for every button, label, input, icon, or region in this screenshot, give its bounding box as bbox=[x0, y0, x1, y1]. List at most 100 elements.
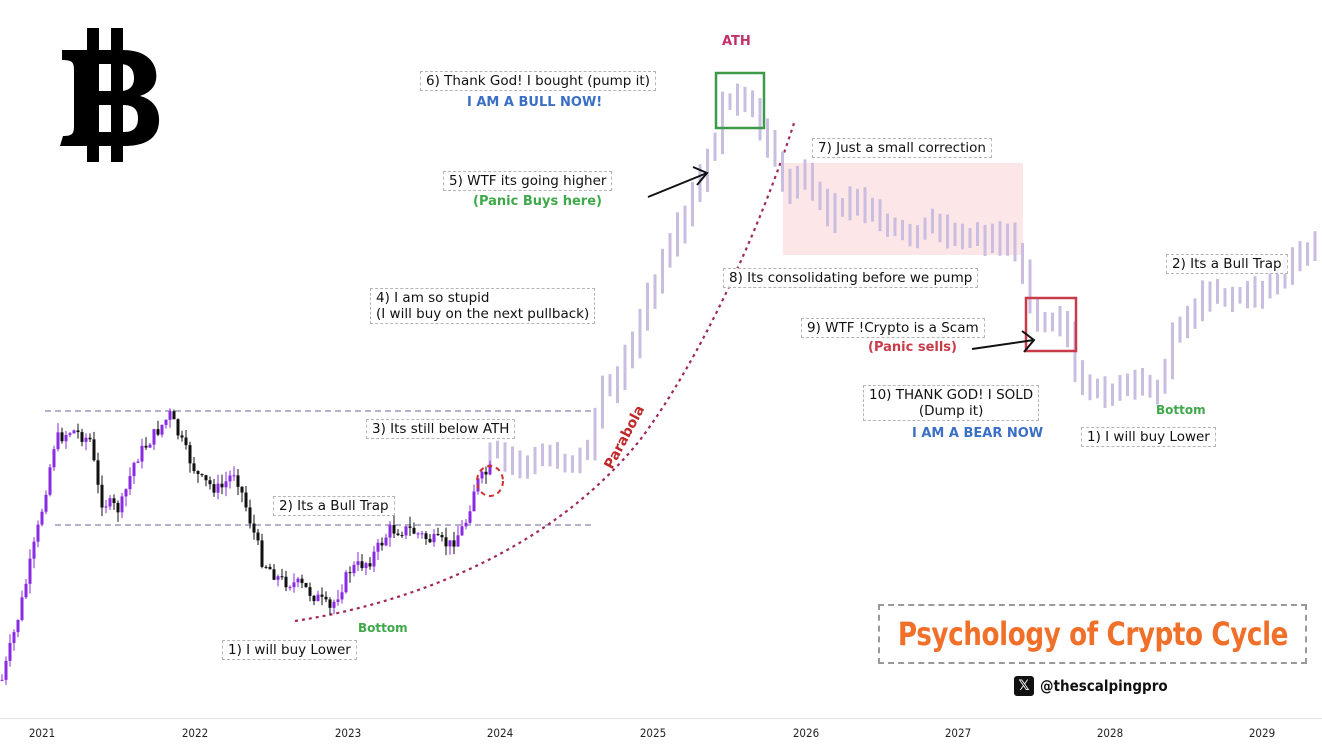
candle-body bbox=[164, 419, 168, 425]
candle-body bbox=[392, 524, 396, 534]
candle-body bbox=[316, 594, 320, 602]
candle-body bbox=[288, 587, 292, 589]
candle-body bbox=[184, 437, 188, 446]
candle-body bbox=[468, 511, 472, 523]
candle-body bbox=[4, 660, 8, 680]
annotation-7: 7) Just a small correction bbox=[812, 138, 992, 158]
candle-body bbox=[156, 429, 160, 435]
ath-label: ATH bbox=[722, 34, 751, 49]
candle-body bbox=[448, 540, 452, 547]
chart-title: Psychology of Crypto Cycle bbox=[897, 615, 1288, 653]
candle-body bbox=[240, 486, 244, 493]
candle-body bbox=[320, 594, 324, 597]
candle-body bbox=[376, 542, 380, 552]
candle-body bbox=[216, 483, 220, 493]
candle-body bbox=[304, 583, 308, 588]
x-tick: 2025 bbox=[639, 726, 667, 740]
annotation-8: 8) Its consolidating before we pump bbox=[723, 268, 979, 288]
candle-body bbox=[180, 435, 184, 438]
candle-body bbox=[344, 572, 348, 593]
historical-candles bbox=[0, 408, 492, 685]
annotation-5: 5) WTF its going higher bbox=[443, 171, 613, 191]
candle-body bbox=[92, 439, 96, 461]
x-tick: 2021 bbox=[28, 726, 56, 740]
annotation-2-right: 2) Its a Bull Trap bbox=[1166, 254, 1288, 274]
candle-body bbox=[432, 534, 436, 543]
arrow-icon bbox=[971, 330, 1036, 353]
candle-body bbox=[440, 535, 444, 538]
candle-body bbox=[44, 494, 48, 512]
candle-body bbox=[56, 432, 60, 450]
annotation-9-sub: (Panic sells) bbox=[868, 340, 957, 355]
candle-body bbox=[424, 533, 428, 539]
candle-body bbox=[336, 599, 340, 602]
candle-body bbox=[464, 522, 468, 527]
annotation-4-line2: (I will buy on the next pullback) bbox=[376, 306, 590, 322]
candle-body bbox=[152, 429, 156, 445]
candle-body bbox=[36, 524, 40, 542]
candle-body bbox=[244, 492, 248, 508]
panic-sell-box bbox=[1024, 296, 1078, 353]
candle-body bbox=[264, 566, 268, 568]
candle-body bbox=[212, 484, 216, 493]
candle-body bbox=[456, 535, 460, 547]
candle-body bbox=[24, 583, 28, 598]
candle-body bbox=[272, 569, 276, 580]
annotation-6: 6) Thank God! I bought (pump it) bbox=[420, 71, 656, 91]
candle-body bbox=[80, 432, 84, 442]
candle-body bbox=[352, 564, 356, 574]
candle-body bbox=[416, 533, 420, 535]
annotation-10: 10) THANK GOD! I SOLD (Dump it) bbox=[863, 385, 1040, 421]
candle-body bbox=[368, 563, 372, 567]
candle-body bbox=[140, 445, 144, 462]
candle-body bbox=[136, 461, 140, 463]
candle-body bbox=[300, 578, 304, 584]
candle-body bbox=[108, 498, 112, 507]
candle-body bbox=[400, 535, 404, 537]
projected-candles bbox=[488, 83, 1317, 479]
candle-body bbox=[224, 481, 228, 488]
candle-body bbox=[28, 558, 32, 584]
candle-body bbox=[380, 542, 384, 546]
candle-body bbox=[104, 506, 108, 508]
candle-body bbox=[52, 449, 56, 468]
x-tick: 2023 bbox=[334, 726, 362, 740]
candle-body bbox=[312, 595, 316, 602]
candle-body bbox=[84, 437, 88, 442]
x-tick: 2026 bbox=[792, 726, 820, 740]
handle-text: @thescalpingpro bbox=[1040, 677, 1168, 695]
candle-body bbox=[484, 471, 488, 475]
candle-body bbox=[88, 437, 92, 440]
candle-body bbox=[284, 576, 288, 588]
candle-body bbox=[328, 599, 332, 608]
candle-body bbox=[256, 532, 260, 541]
candle-body bbox=[176, 419, 180, 436]
annotation-5-sub: (Panic Buys here) bbox=[473, 194, 602, 209]
candle-body bbox=[356, 561, 360, 565]
candle-body bbox=[360, 561, 364, 569]
social-handle[interactable]: 𝕏 @thescalpingpro bbox=[1014, 676, 1182, 696]
x-tick: 2027 bbox=[944, 726, 972, 740]
candle-body bbox=[132, 462, 136, 477]
candle-body bbox=[192, 463, 196, 472]
annotation-1-right: 1) I will buy Lower bbox=[1081, 427, 1216, 447]
candle-body bbox=[452, 540, 456, 547]
candle-body bbox=[72, 430, 76, 434]
candle-body bbox=[428, 538, 432, 543]
candle-body bbox=[16, 619, 20, 633]
candle-body bbox=[384, 537, 388, 546]
candle-body bbox=[248, 507, 252, 524]
candle-body bbox=[296, 578, 300, 583]
annotation-1-left: 1) I will buy Lower bbox=[222, 640, 357, 660]
candle-body bbox=[480, 471, 484, 479]
candle-body bbox=[40, 511, 44, 525]
candle-body bbox=[116, 503, 120, 513]
candle-body bbox=[332, 601, 336, 608]
candle-body bbox=[436, 534, 440, 536]
candle-body bbox=[340, 592, 344, 600]
candle-body bbox=[20, 597, 24, 620]
candle-body bbox=[260, 540, 264, 567]
candle-body bbox=[68, 433, 72, 435]
candle-body bbox=[324, 596, 328, 600]
annotation-10-line1: 10) THANK GOD! I SOLD bbox=[869, 387, 1034, 403]
